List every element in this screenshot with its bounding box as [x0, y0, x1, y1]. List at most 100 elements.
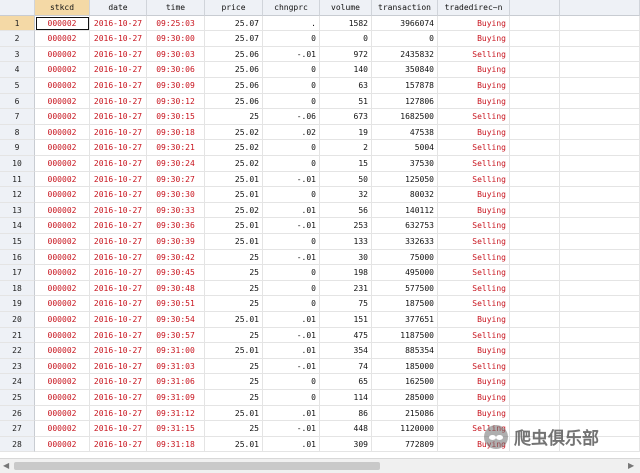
- cell-tradedirec-n[interactable]: Selling: [438, 296, 510, 312]
- cell-volume[interactable]: 231: [320, 280, 372, 297]
- cell-volume[interactable]: 56: [320, 202, 372, 219]
- cell-stkcd[interactable]: 000002: [35, 421, 90, 437]
- row-number[interactable]: 4: [0, 62, 35, 78]
- row-number[interactable]: 23: [0, 358, 35, 375]
- row-number[interactable]: 27: [0, 421, 35, 437]
- cell-date[interactable]: 2016-10-27: [90, 374, 147, 390]
- cell-price[interactable]: 25.01: [205, 187, 263, 203]
- cell-price[interactable]: 25: [205, 390, 263, 406]
- cell-date[interactable]: 2016-10-27: [90, 265, 147, 281]
- cell-chngprc[interactable]: .01: [263, 312, 320, 328]
- cell-date[interactable]: 2016-10-27: [90, 124, 147, 141]
- cell-volume[interactable]: 86: [320, 405, 372, 422]
- cell-volume[interactable]: 448: [320, 421, 372, 437]
- cell-stkcd[interactable]: 000002: [35, 390, 90, 406]
- cell-date[interactable]: 2016-10-27: [90, 405, 147, 422]
- cell-price[interactable]: 25.07: [205, 31, 263, 47]
- cell-price[interactable]: 25.01: [205, 343, 263, 359]
- cell-volume[interactable]: 65: [320, 374, 372, 390]
- cell-time[interactable]: 09:31:09: [147, 390, 205, 406]
- column-header-transaction[interactable]: transaction: [372, 0, 438, 16]
- cell-transaction[interactable]: 285000: [372, 390, 438, 406]
- cell-time[interactable]: 09:31:15: [147, 421, 205, 437]
- cell-time[interactable]: 09:30:48: [147, 280, 205, 297]
- cell-chngprc[interactable]: -.01: [263, 249, 320, 266]
- cell-stkcd[interactable]: 000002: [35, 109, 90, 125]
- cell-tradedirec-n[interactable]: Selling: [438, 234, 510, 250]
- cell-tradedirec-n[interactable]: Selling: [438, 109, 510, 125]
- cell-tradedirec-n[interactable]: Buying: [438, 78, 510, 94]
- cell-chngprc[interactable]: 0: [263, 140, 320, 156]
- cell-transaction[interactable]: 80032: [372, 187, 438, 203]
- row-number[interactable]: 18: [0, 280, 35, 297]
- row-number[interactable]: 10: [0, 156, 35, 172]
- cell-transaction[interactable]: 37530: [372, 156, 438, 172]
- cell-transaction[interactable]: 577500: [372, 280, 438, 297]
- row-number[interactable]: 17: [0, 265, 35, 281]
- cell-volume[interactable]: 972: [320, 46, 372, 63]
- cell-chngprc[interactable]: 0: [263, 296, 320, 312]
- cell-transaction[interactable]: 0: [372, 31, 438, 47]
- cell-price[interactable]: 25.06: [205, 78, 263, 94]
- cell-time[interactable]: 09:31:00: [147, 343, 205, 359]
- cell-tradedirec-n[interactable]: Buying: [438, 15, 510, 32]
- cell-stkcd[interactable]: 000002: [35, 46, 90, 63]
- cell-date[interactable]: 2016-10-27: [90, 202, 147, 219]
- cell-stkcd[interactable]: 000002: [35, 249, 90, 266]
- row-number[interactable]: 3: [0, 46, 35, 63]
- horizontal-scrollbar[interactable]: ◀ ▶: [0, 458, 640, 473]
- cell-chngprc[interactable]: .01: [263, 343, 320, 359]
- cell-stkcd[interactable]: 000002: [35, 280, 90, 297]
- cell-volume[interactable]: 50: [320, 171, 372, 188]
- cell-price[interactable]: 25: [205, 296, 263, 312]
- cell-transaction[interactable]: 140112: [372, 202, 438, 219]
- cell-date[interactable]: 2016-10-27: [90, 436, 147, 453]
- cell-tradedirec-n[interactable]: Buying: [438, 31, 510, 47]
- cell-transaction[interactable]: 1682500: [372, 109, 438, 125]
- cell-time[interactable]: 09:30:57: [147, 327, 205, 344]
- row-number[interactable]: 21: [0, 327, 35, 344]
- cell-time[interactable]: 09:30:54: [147, 312, 205, 328]
- cell-transaction[interactable]: 885354: [372, 343, 438, 359]
- cell-price[interactable]: 25.02: [205, 140, 263, 156]
- cell-volume[interactable]: 151: [320, 312, 372, 328]
- cell-tradedirec-n[interactable]: Buying: [438, 124, 510, 141]
- cell-volume[interactable]: 1582: [320, 15, 372, 32]
- row-number[interactable]: 24: [0, 374, 35, 390]
- cell-transaction[interactable]: 162500: [372, 374, 438, 390]
- cell-price[interactable]: 25.06: [205, 46, 263, 63]
- cell-stkcd[interactable]: 000002: [35, 312, 90, 328]
- cell-tradedirec-n[interactable]: Buying: [438, 62, 510, 78]
- cell-volume[interactable]: 32: [320, 187, 372, 203]
- cell-chngprc[interactable]: .02: [263, 124, 320, 141]
- cell-volume[interactable]: 2: [320, 140, 372, 156]
- row-number[interactable]: 1: [0, 15, 35, 32]
- cell-chngprc[interactable]: .: [263, 15, 320, 32]
- cell-price[interactable]: 25.02: [205, 156, 263, 172]
- cell-date[interactable]: 2016-10-27: [90, 343, 147, 359]
- row-number[interactable]: 15: [0, 234, 35, 250]
- cell-transaction[interactable]: 1187500: [372, 327, 438, 344]
- cell-time[interactable]: 09:30:33: [147, 202, 205, 219]
- cell-price[interactable]: 25.07: [205, 15, 263, 32]
- cell-time[interactable]: 09:30:03: [147, 46, 205, 63]
- cell-time[interactable]: 09:30:51: [147, 296, 205, 312]
- cell-time[interactable]: 09:31:18: [147, 436, 205, 453]
- cell-time[interactable]: 09:30:00: [147, 31, 205, 47]
- cell-tradedirec-n[interactable]: Buying: [438, 93, 510, 110]
- cell-tradedirec-n[interactable]: Selling: [438, 218, 510, 234]
- cell-stkcd[interactable]: 000002: [35, 140, 90, 156]
- cell-price[interactable]: 25: [205, 421, 263, 437]
- cell-time[interactable]: 09:31:03: [147, 358, 205, 375]
- cell-chngprc[interactable]: -.06: [263, 109, 320, 125]
- cell-chngprc[interactable]: 0: [263, 234, 320, 250]
- cell-date[interactable]: 2016-10-27: [90, 109, 147, 125]
- cell-stkcd[interactable]: 000002: [35, 93, 90, 110]
- cell-transaction[interactable]: 332633: [372, 234, 438, 250]
- cell-tradedirec-n[interactable]: Buying: [438, 187, 510, 203]
- cell-price[interactable]: 25: [205, 327, 263, 344]
- cell-volume[interactable]: 253: [320, 218, 372, 234]
- cell-time[interactable]: 09:30:45: [147, 265, 205, 281]
- cell-date[interactable]: 2016-10-27: [90, 280, 147, 297]
- cell-volume[interactable]: 475: [320, 327, 372, 344]
